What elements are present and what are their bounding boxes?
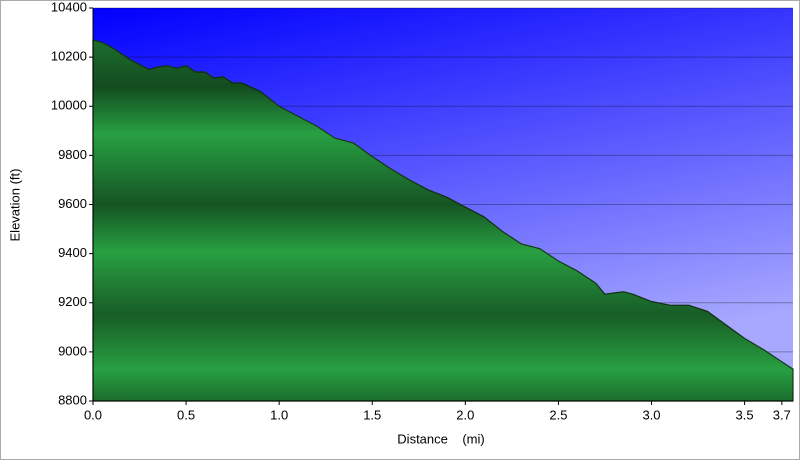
area-shading bbox=[93, 39, 793, 402]
y-tick-label: 9600 bbox=[58, 196, 87, 211]
y-axis-title: Elevation (ft) bbox=[7, 169, 22, 242]
y-tick-label: 8800 bbox=[58, 392, 87, 407]
y-tick-label: 9200 bbox=[58, 294, 87, 309]
y-tick-label: 9000 bbox=[58, 343, 87, 358]
x-tick-label: 2.0 bbox=[456, 407, 474, 422]
x-tick-label: 3.5 bbox=[736, 407, 754, 422]
x-tick-label: 3.0 bbox=[642, 407, 660, 422]
y-tick-label: 9400 bbox=[58, 245, 87, 260]
y-tick-label: 10000 bbox=[51, 98, 87, 113]
x-tick-label: 1.5 bbox=[363, 407, 381, 422]
x-tick-label: 0.5 bbox=[177, 407, 195, 422]
x-axis-title: Distance (mi) bbox=[397, 431, 484, 446]
x-tick-label: 3.7 bbox=[773, 407, 791, 422]
x-tick-label: 1.0 bbox=[270, 407, 288, 422]
y-tick-label: 9800 bbox=[58, 147, 87, 162]
y-tick-label: 10200 bbox=[51, 49, 87, 64]
x-tick-label: 2.5 bbox=[549, 407, 567, 422]
y-tick-label: 10400 bbox=[51, 0, 87, 14]
x-tick-label: 0.0 bbox=[84, 407, 102, 422]
